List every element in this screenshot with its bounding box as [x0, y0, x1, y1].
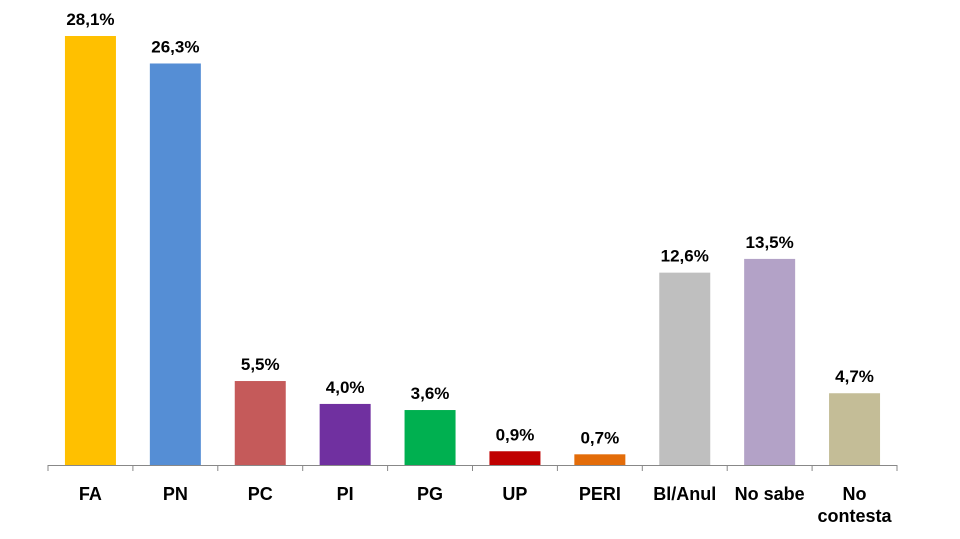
value-label: 3,6% [411, 384, 450, 403]
x-tick-label: PN [162, 484, 188, 504]
bar [404, 410, 456, 465]
bar [489, 451, 541, 465]
value-label: 28,1% [66, 10, 114, 29]
value-label: 13,5% [746, 233, 794, 252]
x-tick-label: No contesta [817, 484, 892, 526]
value-label: 26,3% [151, 37, 199, 56]
x-tick-label: Bl/Anul [653, 484, 717, 504]
x-tick-label: FA [78, 484, 102, 504]
x-tick-label: PI [336, 484, 354, 504]
value-label: 4,0% [326, 378, 365, 397]
bar [149, 63, 201, 466]
bar [829, 393, 881, 465]
value-label: 4,7% [835, 367, 874, 386]
x-tick-label: PG [417, 484, 444, 504]
bar [319, 403, 371, 465]
x-tick-label: PC [247, 484, 273, 504]
bar [744, 258, 796, 465]
x-tick-label: PERI [578, 484, 621, 504]
value-label: 5,5% [241, 355, 280, 374]
bar [574, 454, 626, 465]
bar [659, 272, 711, 465]
x-tick-label: UP [502, 484, 528, 504]
value-label: 0,9% [496, 425, 535, 444]
bar [64, 36, 116, 466]
value-label: 0,7% [580, 428, 619, 447]
value-label: 12,6% [661, 247, 709, 266]
bar [234, 381, 286, 465]
x-tick-label: No sabe [734, 484, 805, 504]
